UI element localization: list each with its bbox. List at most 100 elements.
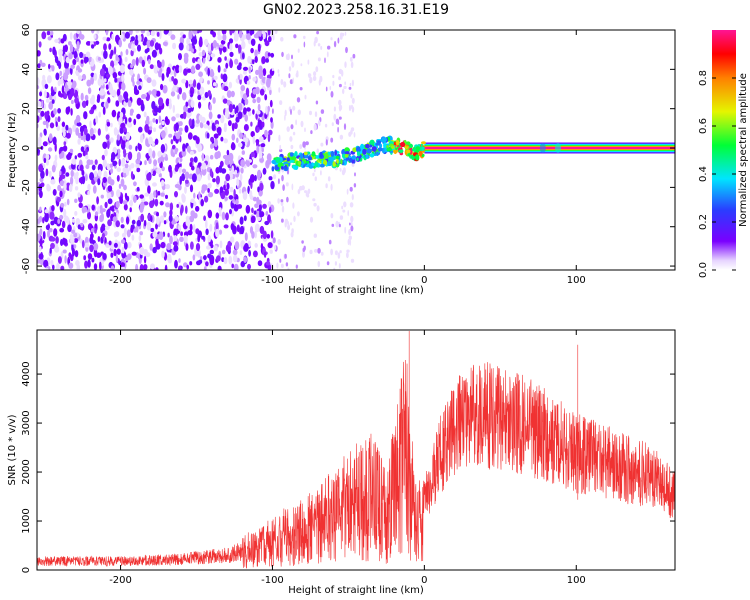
heatmap-cell <box>197 162 202 168</box>
heatmap-cell <box>213 245 218 252</box>
heatmap-cell <box>85 245 89 252</box>
heatmap-cell <box>181 194 186 203</box>
heatmap-cell <box>160 144 166 153</box>
heatmap-cell <box>189 151 194 155</box>
heatmap-cell <box>316 148 320 154</box>
heatmap-cell <box>94 159 98 165</box>
heatmap-cell <box>152 182 157 187</box>
heatmap-cell <box>234 169 238 175</box>
heatmap-cell <box>89 120 92 129</box>
heatmap-cell <box>267 214 271 223</box>
heatmap-cell <box>314 249 318 253</box>
heatmap-cell <box>338 223 341 228</box>
heatmap-cell <box>241 52 245 60</box>
heatmap-cell <box>181 78 187 84</box>
heatmap-cell <box>207 67 210 77</box>
heatmap-cell <box>254 56 258 63</box>
signal-blob <box>415 146 420 151</box>
heatmap-cell <box>217 34 223 41</box>
heatmap-cell <box>353 132 356 138</box>
heatmap-cell <box>316 205 320 212</box>
heatmap-cell <box>197 143 203 153</box>
heatmap-cell <box>198 114 203 121</box>
heatmap-cell <box>223 68 227 73</box>
heatmap-cell <box>120 51 123 57</box>
heatmap-cell <box>338 76 342 81</box>
signal-blob <box>406 149 411 154</box>
heatmap-cell <box>178 127 183 132</box>
heatmap-cell <box>178 65 183 73</box>
signal-blob <box>344 154 349 158</box>
heatmap-cell <box>136 186 140 192</box>
heatmap-cell <box>74 97 79 104</box>
signal-blob <box>301 160 304 167</box>
heatmap-cell <box>124 116 128 125</box>
heatmap-cell <box>339 168 342 172</box>
heatmap-cell <box>187 107 192 113</box>
heatmap-cell <box>160 179 165 187</box>
heatmap-cell <box>165 184 171 190</box>
heatmap-cell <box>214 138 218 148</box>
heatmap-cell <box>249 226 254 235</box>
heatmap-cell <box>247 185 250 194</box>
heatmap-cell <box>309 216 314 223</box>
heatmap-cell <box>107 219 112 227</box>
heatmap-cell <box>146 221 152 231</box>
heatmap-cell <box>255 69 260 75</box>
heatmap-cell <box>223 125 227 133</box>
heatmap-cell <box>121 246 125 254</box>
heatmap-cell <box>60 239 64 246</box>
heatmap-cell <box>99 68 105 77</box>
heatmap-cell <box>232 225 237 235</box>
heatmap-cell <box>269 99 273 108</box>
heatmap-cell <box>203 215 207 221</box>
y-tick-label: 2000 <box>21 459 32 484</box>
heatmap-cell <box>254 243 258 248</box>
heatmap-cell <box>246 33 251 41</box>
heatmap-cell <box>225 62 229 69</box>
signal-blob <box>311 151 316 157</box>
heatmap-cell <box>259 210 262 218</box>
heatmap-cell <box>224 157 230 166</box>
heatmap-cell <box>265 159 270 169</box>
heatmap-cell <box>106 209 111 218</box>
heatmap-cell <box>89 127 94 137</box>
heatmap-cell <box>83 111 88 120</box>
heatmap-cell <box>54 38 60 44</box>
y-tick-label: -40 <box>21 219 32 235</box>
heatmap-cell <box>136 167 141 173</box>
heatmap-cell <box>204 195 209 203</box>
heatmap-cell <box>228 81 233 89</box>
heatmap-cell <box>110 122 113 128</box>
heatmap-cell <box>280 37 284 42</box>
heatmap-cell <box>228 152 234 162</box>
heatmap-cell <box>354 172 356 177</box>
heatmap-cell <box>219 186 224 193</box>
heatmap-cell <box>172 104 175 114</box>
heatmap-cell <box>209 168 213 177</box>
heatmap-cell <box>37 50 41 57</box>
heatmap-cell <box>209 249 214 255</box>
heatmap-cell <box>307 188 311 194</box>
heatmap-cell <box>59 227 65 233</box>
heatmap-cell <box>279 258 282 263</box>
spectrogram-ylabel: Frequency (Hz) <box>7 112 18 188</box>
signal-blob <box>303 151 308 156</box>
heatmap-cell <box>312 75 317 81</box>
heatmap-cell <box>170 34 176 40</box>
heatmap-cell <box>121 73 125 82</box>
heatmap-cell <box>224 109 229 119</box>
signal-blob <box>421 141 426 145</box>
heatmap-cell <box>235 199 239 205</box>
snr-frame <box>36 329 676 571</box>
heatmap-cell <box>59 70 62 76</box>
heatmap-cell <box>49 47 52 53</box>
heatmap-cell <box>148 158 152 165</box>
heatmap-cell <box>258 70 264 80</box>
heatmap-cell <box>207 80 210 85</box>
heatmap-cell <box>75 171 79 178</box>
heatmap-cell <box>111 151 116 161</box>
heatmap-cell <box>67 224 72 233</box>
heatmap-cell <box>257 199 262 205</box>
heatmap-cell <box>148 90 152 95</box>
